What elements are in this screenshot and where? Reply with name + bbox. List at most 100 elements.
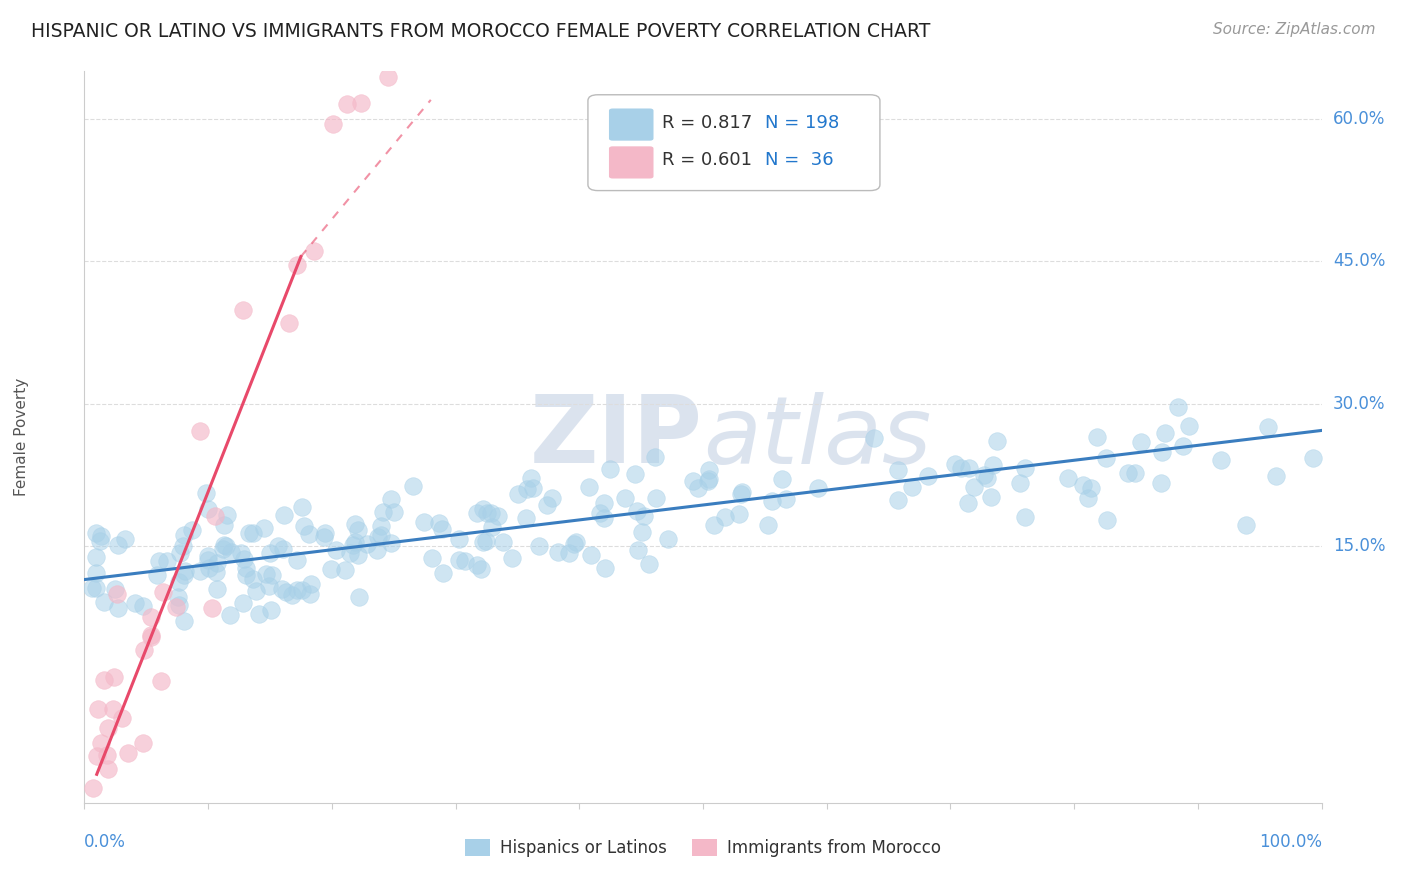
Point [277, 316, 299, 330]
Text: 0.0%: 0.0% [84, 833, 127, 851]
Point [104, 582, 127, 596]
Point [259, 546, 281, 560]
Point [467, 558, 489, 572]
Point [686, 481, 709, 495]
Point [657, 532, 679, 546]
Point [82, 780, 104, 795]
Point [90, 736, 112, 750]
Point [515, 511, 537, 525]
Point [447, 533, 470, 547]
Point [447, 552, 470, 566]
Point [111, 711, 134, 725]
Point [336, 97, 359, 112]
Point [262, 568, 284, 582]
Point [82, 882, 104, 892]
Point [301, 577, 323, 591]
Point [986, 434, 1008, 449]
Point [197, 553, 219, 567]
Point [614, 491, 637, 505]
Text: 60.0%: 60.0% [1333, 110, 1385, 128]
Point [731, 484, 754, 499]
Point [1178, 418, 1201, 433]
Point [215, 539, 238, 553]
Point [233, 552, 256, 566]
Point [139, 628, 162, 642]
Point [1014, 509, 1036, 524]
Point [103, 670, 125, 684]
Point [205, 556, 228, 570]
Point [132, 599, 155, 614]
Point [564, 534, 586, 549]
Legend: Hispanics or Latinos, Immigrants from Morocco: Hispanics or Latinos, Immigrants from Mo… [458, 832, 948, 864]
Point [516, 482, 538, 496]
Point [235, 561, 257, 575]
Point [273, 508, 295, 522]
Point [756, 517, 779, 532]
Point [173, 528, 195, 542]
Point [205, 582, 228, 596]
Point [215, 508, 238, 523]
Point [90, 529, 112, 543]
Point [943, 458, 966, 472]
Point [1071, 477, 1094, 491]
Point [1154, 426, 1177, 441]
Text: 30.0%: 30.0% [1333, 395, 1385, 413]
Point [339, 546, 361, 560]
Point [235, 568, 257, 582]
Point [540, 491, 562, 505]
Point [201, 600, 224, 615]
Point [644, 450, 666, 464]
Point [645, 491, 668, 505]
Point [292, 518, 315, 533]
Point [101, 702, 124, 716]
Point [219, 608, 242, 623]
Point [105, 587, 128, 601]
Point [349, 590, 371, 604]
Point [950, 460, 973, 475]
Point [807, 481, 830, 495]
Text: 45.0%: 45.0% [1333, 252, 1385, 270]
Point [472, 535, 495, 549]
Point [1010, 475, 1032, 490]
Text: ZIP: ZIP [530, 391, 703, 483]
Point [93, 673, 115, 688]
Point [242, 573, 264, 587]
Point [180, 523, 202, 537]
Point [1171, 439, 1194, 453]
Point [84, 525, 107, 540]
Point [82, 581, 104, 595]
Point [900, 480, 922, 494]
Point [370, 518, 392, 533]
Point [343, 517, 366, 532]
Point [298, 526, 321, 541]
Point [198, 561, 221, 575]
Point [917, 468, 939, 483]
Point [599, 462, 621, 476]
Point [697, 463, 720, 477]
Point [626, 503, 648, 517]
Point [298, 586, 321, 600]
Point [347, 524, 370, 538]
FancyBboxPatch shape [588, 95, 880, 191]
Point [214, 538, 236, 552]
Text: Source: ZipAtlas.com: Source: ZipAtlas.com [1212, 22, 1375, 37]
Point [290, 500, 312, 515]
Point [697, 472, 720, 486]
Point [1236, 518, 1258, 533]
Point [131, 736, 153, 750]
Point [367, 530, 389, 544]
Point [370, 528, 392, 542]
Point [637, 557, 659, 571]
Point [973, 468, 995, 483]
Point [232, 596, 254, 610]
Point [589, 506, 612, 520]
Point [492, 534, 515, 549]
Point [1085, 430, 1108, 444]
Point [221, 545, 243, 559]
Point [1123, 466, 1146, 480]
Point [454, 553, 477, 567]
Point [472, 501, 495, 516]
Point [682, 474, 704, 488]
Point [152, 584, 174, 599]
Point [1116, 466, 1139, 480]
